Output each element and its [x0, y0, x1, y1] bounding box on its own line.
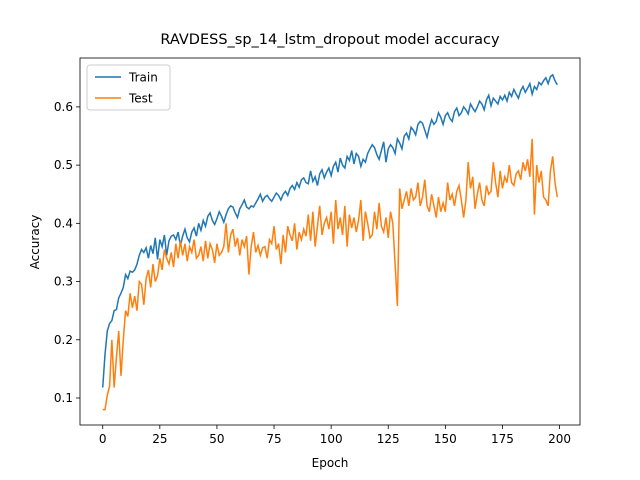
- plot-frame: [79, 57, 581, 426]
- y-tick-label: 0.2: [54, 333, 73, 347]
- x-axis-label: Epoch: [312, 456, 349, 470]
- data-line: [102, 138, 559, 411]
- x-tick-label: 150: [434, 432, 457, 446]
- y-tick-label: 0.4: [54, 216, 73, 230]
- data-line: [101, 73, 558, 388]
- y-tick-label: 0.1: [54, 391, 73, 405]
- legend-label: Test: [128, 92, 153, 106]
- plot-area: [101, 73, 559, 411]
- x-tick-label: 0: [99, 432, 107, 446]
- x-tick-label: 50: [209, 432, 224, 446]
- x-tick-label: 175: [491, 432, 514, 446]
- x-tick-label: 75: [266, 432, 281, 446]
- x-tick-label: 200: [548, 432, 571, 446]
- chart-title: RAVDESS_sp_14_lstm_dropout model accurac…: [160, 32, 500, 48]
- legend-label: Train: [128, 71, 158, 85]
- legend: Train Test: [86, 64, 171, 111]
- x-tick-label: 125: [377, 432, 400, 446]
- x-tick-label: 25: [152, 432, 167, 446]
- x-tick-label: 100: [320, 432, 343, 446]
- y-tick-label: 0.6: [54, 100, 73, 114]
- y-tick-label: 0.3: [54, 275, 73, 289]
- y-tick-label: 0.5: [54, 158, 73, 172]
- y-axis-label: Accuracy: [28, 215, 42, 270]
